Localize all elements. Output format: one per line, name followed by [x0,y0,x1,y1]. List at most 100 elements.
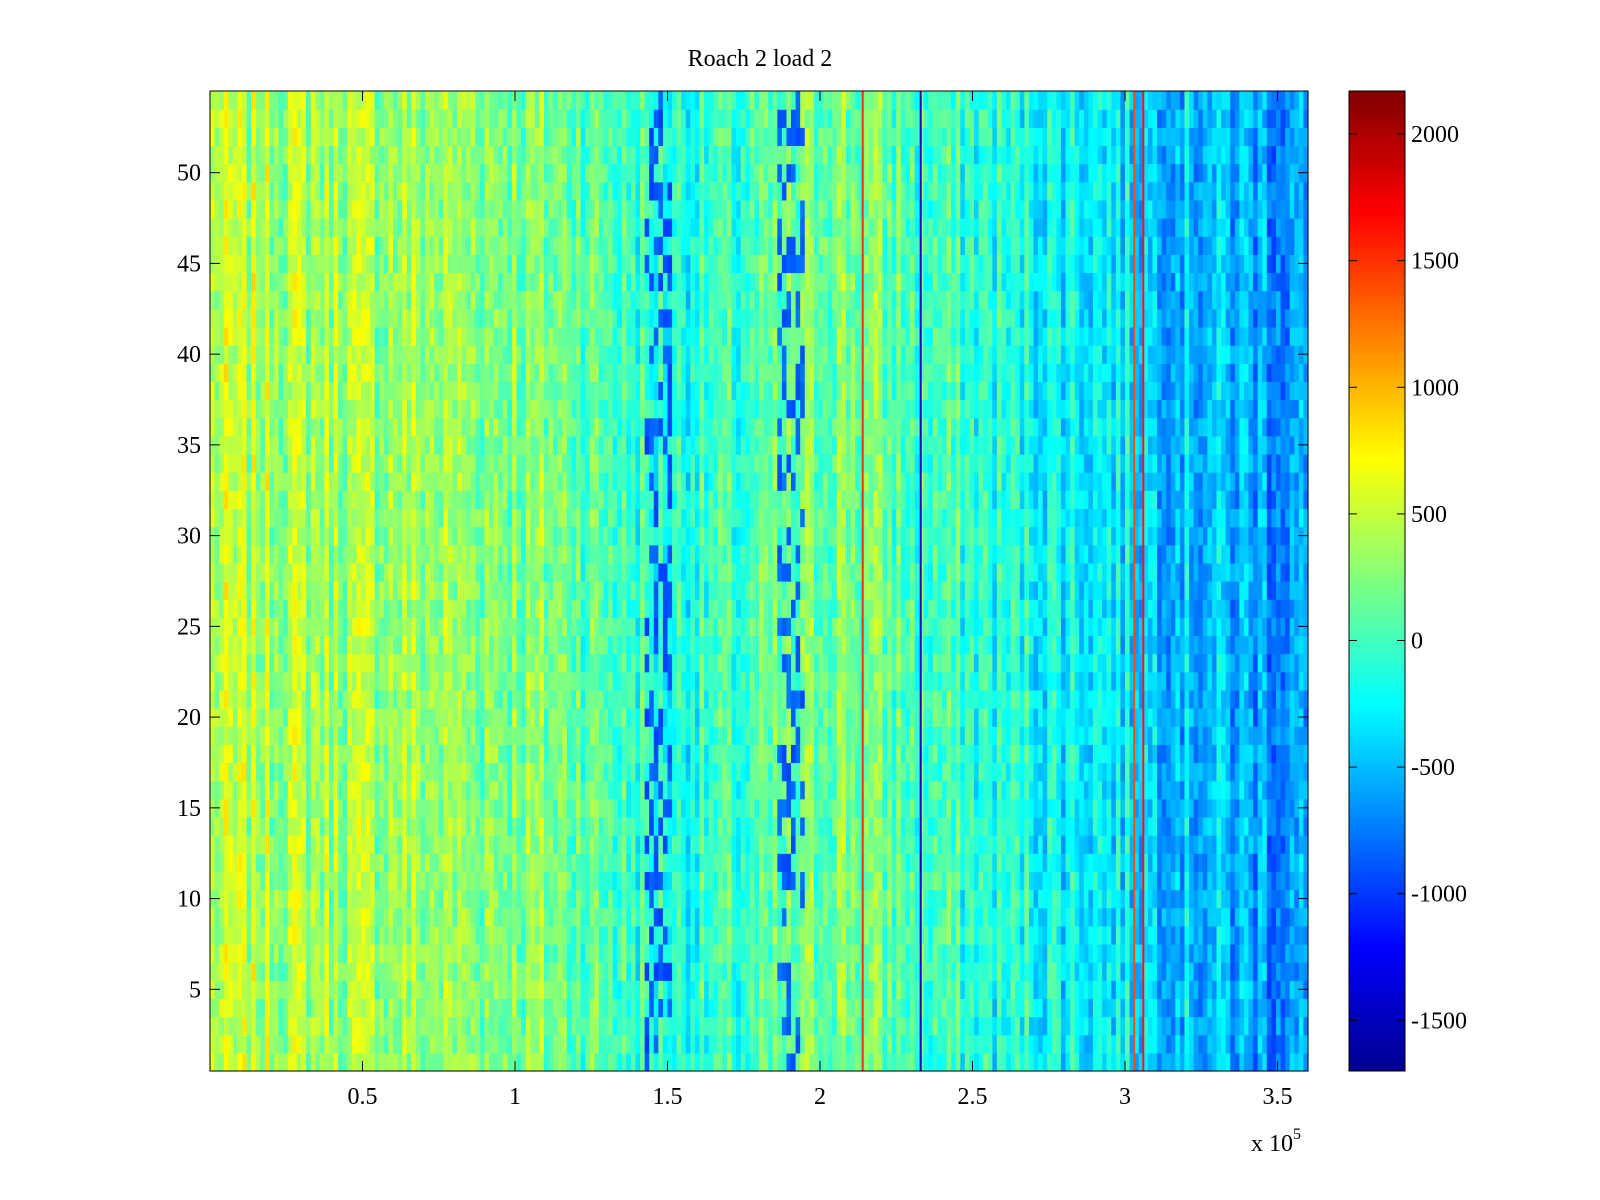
heatmap-cell [562,853,568,872]
heatmap-cell [246,1052,252,1072]
heatmap-cell [292,762,298,782]
heatmap-cell [1275,962,1282,981]
heatmap-cell [855,816,861,836]
heatmap-cell [1161,889,1167,909]
heatmap-cell [255,980,261,1000]
heatmap-cell [1161,907,1167,927]
heatmap-cell [1143,962,1149,981]
heatmap-cell [251,853,257,872]
heatmap-cell [328,780,335,800]
heatmap-cell [914,744,920,764]
heatmap-cell [598,835,605,854]
heatmap-cell [429,1016,435,1036]
heatmap-cell [640,907,646,927]
heatmap-cell [974,871,980,891]
heatmap-cell [489,708,495,727]
heatmap-cell [882,1052,888,1072]
heatmap-cell [772,708,778,727]
heatmap-cell [521,962,527,981]
heatmap-cell [969,689,975,709]
heatmap-cell [873,853,879,872]
heatmap-cell [1216,744,1222,764]
heatmap-cell [260,980,266,1000]
heatmap-cell [1138,762,1144,782]
heatmap-cell [370,889,376,909]
heatmap-cell [566,744,573,764]
heatmap-cell [251,980,257,1000]
heatmap-cell [260,726,266,745]
heatmap-cell [516,835,522,854]
heatmap-cell [704,1016,710,1036]
heatmap-cell [969,744,975,764]
heatmap-cell [704,1034,710,1054]
heatmap-cell [960,853,966,872]
heatmap-cell [1189,943,1195,963]
heatmap-cell [882,816,888,836]
heatmap-cell [818,871,824,891]
heatmap-cell [315,798,321,818]
heatmap-cell [694,744,701,764]
heatmap-cell [868,689,874,709]
heatmap-cell [1147,816,1154,836]
heatmap-cell [1166,853,1172,872]
heatmap-cell [1083,762,1089,782]
heatmap-cell [777,708,783,727]
heatmap-cell [800,835,806,854]
heatmap-cell [1001,780,1007,800]
heatmap-cell [617,1034,623,1054]
heatmap-cell [800,925,806,945]
heatmap-cell [379,780,385,800]
heatmap-cell [813,889,820,909]
heatmap-cell [292,1034,298,1054]
heatmap-cell [571,816,577,836]
heatmap-cell [370,689,376,709]
heatmap-cell [974,943,980,963]
heatmap-cell [653,708,659,727]
heatmap-cell [287,835,293,854]
heatmap-cell [1234,816,1240,836]
heatmap-cell [662,980,669,1000]
heatmap-cell [1143,708,1149,727]
heatmap-cell [836,798,842,818]
heatmap-cell [1253,998,1259,1018]
heatmap-cell [479,1016,486,1036]
heatmap-cell [397,889,403,909]
heatmap-cell [763,689,769,709]
heatmap-cell [1115,744,1122,764]
heatmap-cell [818,816,824,836]
heatmap-cell [479,980,486,1000]
heatmap-cell [1106,1034,1112,1054]
heatmap-cell [644,1052,650,1072]
heatmap-cell [1280,1016,1286,1036]
heatmap-cell [1221,943,1227,963]
heatmap-cell [1010,1016,1016,1036]
heatmap-cell [827,780,833,800]
heatmap-cell [1120,816,1126,836]
heatmap-cell [621,816,627,836]
heatmap-cell [964,871,971,891]
heatmap-cell [1271,780,1277,800]
heatmap-cell [287,798,293,818]
heatmap-cell [877,689,884,709]
heatmap-cell [630,962,637,981]
heatmap-cell [1106,889,1112,909]
heatmap-cell [1056,943,1062,963]
heatmap-cell [594,925,600,945]
heatmap-cell [1175,762,1181,782]
heatmap-cell [1042,1034,1048,1054]
heatmap-cell [470,1052,476,1072]
heatmap-cell [809,689,815,709]
heatmap-cell [585,708,591,727]
heatmap-cell [749,889,756,909]
heatmap-cell [214,853,220,872]
heatmap-cell [708,871,714,891]
heatmap-cell [365,1034,371,1054]
heatmap-cell [662,726,669,745]
heatmap-cell [306,962,312,981]
heatmap-cell [736,962,742,981]
heatmap-cell [626,980,632,1000]
heatmap-cell [461,853,467,872]
heatmap-cell [964,943,971,963]
heatmap-cell [1033,998,1039,1018]
heatmap-cell [644,962,650,981]
